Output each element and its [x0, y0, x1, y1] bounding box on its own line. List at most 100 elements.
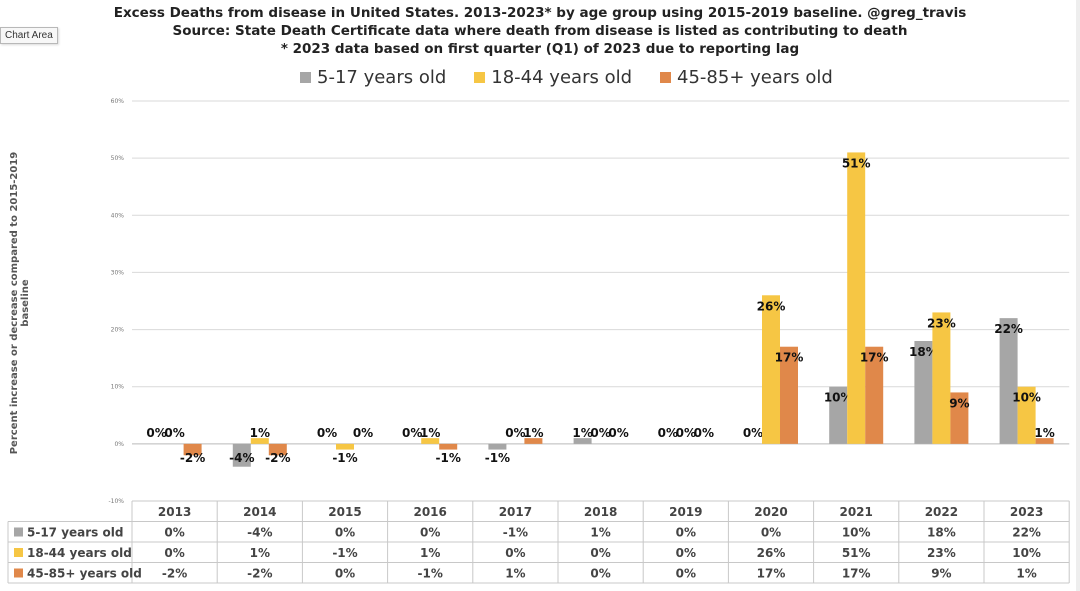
chart-title-line-3: * 2023 data based on first quarter (Q1) … — [280, 41, 800, 57]
data-label: 0% — [608, 426, 628, 440]
chart-title-line-1: Excess Deaths from disease in United Sta… — [113, 5, 967, 21]
bar-2017-0 — [488, 443, 507, 450]
table-cell: 0% — [761, 526, 781, 540]
table-cell: -1% — [503, 526, 528, 540]
data-label: 0% — [694, 426, 714, 440]
x-tick-label: 2015 — [328, 505, 361, 519]
x-tick-label: 2018 — [584, 505, 617, 519]
data-label: 1% — [572, 426, 592, 440]
data-label: 51% — [842, 156, 871, 170]
y-tick-label: 60% — [111, 98, 125, 105]
table-cell: 0% — [590, 546, 610, 560]
data-label: 0% — [658, 426, 678, 440]
bar-2022-0 — [914, 341, 933, 444]
y-tick-label: 40% — [111, 212, 125, 219]
y-tick-label: 10% — [111, 384, 125, 391]
data-label: 18% — [909, 345, 938, 359]
table-cell: 9% — [931, 567, 951, 581]
table-cell: 1% — [590, 526, 610, 540]
data-label: 10% — [1012, 391, 1041, 405]
y-tick-label: 0% — [114, 441, 124, 448]
table-cell: 17% — [842, 567, 871, 581]
table-row-label: 18-44 years old — [27, 546, 132, 560]
table-cell: -1% — [332, 546, 357, 560]
table-cell: 0% — [164, 526, 184, 540]
legend-swatch-icon — [300, 72, 311, 83]
data-label: -2% — [265, 451, 290, 465]
table-cell: -1% — [418, 567, 443, 581]
bar-2016-2 — [439, 443, 458, 450]
table-cell: 1% — [1016, 567, 1036, 581]
data-label: 10% — [824, 391, 853, 405]
data-label: -1% — [485, 451, 510, 465]
bar-2015-1 — [336, 443, 354, 450]
bar-2023-2 — [1035, 438, 1054, 444]
table-cell: -2% — [247, 567, 272, 581]
x-tick-label: 2019 — [669, 505, 702, 519]
legend-item-2: 45-85+ years old — [660, 67, 833, 88]
table-cell: -4% — [247, 526, 272, 540]
legend-label: 45-85+ years old — [677, 67, 833, 88]
bar-2017-2 — [524, 438, 543, 444]
bar-2021-0 — [829, 386, 848, 444]
bar-2020-2 — [780, 346, 798, 444]
table-cell: 0% — [676, 567, 696, 581]
y-tick-label: 50% — [111, 155, 125, 162]
table-cell: 0% — [590, 567, 610, 581]
bar-2016-1 — [421, 438, 440, 444]
data-label: 1% — [523, 426, 543, 440]
data-label: 26% — [757, 299, 786, 313]
data-label: 9% — [949, 396, 969, 410]
x-tick-label: 2023 — [1010, 505, 1043, 519]
data-label: 0% — [590, 426, 610, 440]
table-cell: 0% — [335, 567, 355, 581]
legend-label: 5-17 years old — [317, 67, 447, 88]
data-label: -4% — [229, 451, 254, 465]
legend-item-1: 18-44 years old — [474, 67, 632, 88]
x-tick-label: 2022 — [925, 505, 958, 519]
table-cell: 1% — [505, 567, 525, 581]
bar-2018-0 — [573, 438, 592, 444]
x-tick-label: 2020 — [754, 505, 787, 519]
data-label: 23% — [927, 316, 956, 330]
data-label: 0% — [505, 426, 525, 440]
bar-2023-1 — [1017, 386, 1036, 444]
table-cell: 17% — [757, 567, 786, 581]
table-cell: 10% — [1012, 546, 1041, 560]
table-cell: -2% — [162, 567, 187, 581]
bar-2013-2 — [183, 443, 202, 456]
table-cell: 1% — [250, 546, 270, 560]
y-tick-label: 30% — [111, 269, 125, 276]
bar-2014-1 — [250, 438, 269, 444]
x-tick-label: 2013 — [158, 505, 191, 519]
legend-item-0: 5-17 years old — [300, 67, 446, 88]
table-cell: 0% — [420, 526, 440, 540]
data-label: 22% — [994, 322, 1023, 336]
y-tick-label: -10% — [108, 498, 124, 505]
bar-2014-0 — [232, 443, 251, 467]
table-row-label: 45-85+ years old — [27, 567, 142, 581]
window-edge — [1076, 0, 1080, 591]
table-cell: 23% — [927, 546, 956, 560]
bar-2022-2 — [950, 392, 969, 444]
table-row-label: 5-17 years old — [27, 526, 123, 540]
table-cell: 1% — [420, 546, 440, 560]
table-swatch-icon — [14, 568, 23, 578]
data-label: 1% — [1034, 426, 1054, 440]
data-label: 17% — [860, 351, 889, 365]
legend-label: 18-44 years old — [491, 67, 633, 88]
table-swatch-icon — [14, 527, 23, 537]
data-label: -2% — [180, 451, 205, 465]
data-label: 0% — [743, 426, 763, 440]
bar-2020-1 — [762, 295, 780, 444]
bar-2023-0 — [999, 318, 1018, 444]
x-tick-label: 2017 — [499, 505, 532, 519]
data-label: -1% — [332, 451, 357, 465]
table-cell: 0% — [335, 526, 355, 540]
bar-2021-2 — [865, 346, 884, 444]
chart-area-tooltip: Chart Area — [0, 27, 58, 44]
data-label: 0% — [164, 426, 184, 440]
data-label: 1% — [420, 426, 440, 440]
